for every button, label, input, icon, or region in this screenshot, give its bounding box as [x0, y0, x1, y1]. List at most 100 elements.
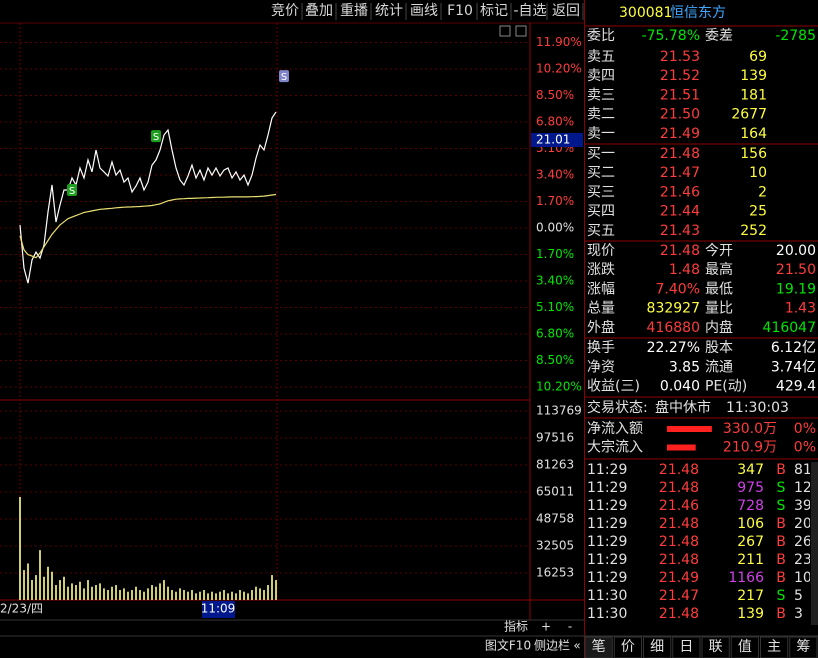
trade-side: S [777, 480, 786, 496]
chart-tool[interactable]: + [541, 620, 551, 634]
volume-bar [183, 590, 185, 600]
trade-side: B [776, 462, 786, 478]
book-label: 买五 [587, 223, 615, 239]
chart-tool[interactable]: 指标 [504, 619, 528, 634]
toolbar-button[interactable]: 标记 [480, 3, 508, 19]
icon[interactable] [515, 25, 527, 37]
row-value: -75.78% [642, 28, 700, 44]
tab[interactable] [643, 636, 672, 658]
trade-side: B [776, 606, 786, 622]
volume-bar [119, 590, 121, 600]
trade-volume: 267 [737, 534, 764, 550]
trade-marker [279, 70, 289, 83]
trade-count: 5 [794, 588, 803, 604]
stat-label: 内盘 [705, 319, 733, 336]
toolbar-button[interactable]: 叠加 [305, 3, 333, 19]
tab[interactable] [730, 636, 759, 658]
volume-tick-label: 65011 [536, 485, 574, 499]
stat-value: 7.40% [656, 281, 700, 297]
stat-label: 外盘 [587, 319, 615, 336]
tab-label[interactable]: 细 [650, 639, 664, 655]
trade-time: 11:30 [587, 606, 627, 622]
trade-volume: 211 [737, 552, 764, 568]
toolbar-button[interactable]: 返回 [552, 3, 580, 19]
trade-time: 11:29 [587, 516, 627, 532]
book-label: 买四 [587, 204, 615, 220]
trade-time: 11:30 [587, 588, 627, 604]
toolbar-button[interactable]: 画线 [410, 3, 438, 19]
tab-label[interactable]: 价 [621, 639, 635, 655]
volume-bar [255, 586, 257, 600]
volume-bar [43, 576, 45, 600]
trade-side: B [776, 516, 786, 532]
trade-count: 3 [794, 606, 803, 622]
stat-value: 429.4 [776, 379, 816, 395]
stat-label: 股本 [705, 340, 733, 356]
tab-label[interactable]: 主 [767, 639, 781, 655]
status-label: 交易状态: [587, 399, 648, 416]
tab[interactable] [613, 636, 642, 658]
bottom-button[interactable]: 图文F10 [485, 638, 531, 653]
bottom-button[interactable]: 侧边栏 [534, 638, 570, 653]
volume-bar [251, 590, 253, 600]
toolbar-button[interactable]: 重播 [340, 3, 368, 19]
cursor-time: 11:09 [201, 602, 236, 616]
volume-bar [263, 590, 265, 600]
y-tick-label: 3.40% [536, 274, 574, 288]
book-label: 卖四 [587, 68, 615, 84]
tab-label[interactable]: 日 [679, 639, 693, 655]
marker-label: S [153, 132, 159, 143]
book-price: 21.53 [660, 49, 700, 65]
icon[interactable] [499, 25, 511, 37]
stat-label: 量比 [705, 301, 733, 317]
trade-price: 21.48 [659, 462, 699, 478]
volume-bar [91, 586, 93, 600]
stat-value: 1.43 [785, 301, 816, 317]
cursor-price: 21.01 [536, 133, 570, 147]
scrollbar[interactable] [811, 462, 818, 625]
tab-label[interactable]: 值 [738, 639, 752, 655]
toolbar-button[interactable]: 竞价 [271, 2, 299, 19]
tab[interactable] [760, 636, 789, 658]
book-volume: 181 [740, 87, 767, 103]
tab[interactable] [672, 636, 701, 658]
volume-bar [267, 585, 269, 600]
volume-bar [199, 591, 201, 600]
trade-side: B [776, 534, 786, 550]
stat-value: 416880 [647, 320, 700, 336]
toolbar-button[interactable]: 统计 [375, 3, 403, 19]
trade-time: 11:29 [587, 462, 627, 478]
chart-tool[interactable]: - [568, 620, 572, 634]
tab[interactable] [701, 636, 730, 658]
volume-bar [155, 586, 157, 600]
trade-side: B [776, 552, 786, 568]
volume-bar [147, 588, 149, 600]
trade-side: B [776, 570, 786, 586]
stat-value: 832927 [647, 301, 700, 317]
row-label: 委比 [587, 28, 615, 44]
flow-pct: 0% [794, 421, 816, 437]
status-value: 盘中休市 [655, 399, 711, 416]
stat-label: 最高 [705, 261, 733, 278]
volume-bar [191, 590, 193, 600]
book-label: 卖一 [587, 126, 615, 142]
tab[interactable] [789, 636, 818, 658]
book-label: 买一 [587, 146, 615, 162]
toolbar-button[interactable]: F10 [447, 3, 473, 19]
toolbar-button[interactable]: -自选 [513, 3, 546, 19]
trade-marker [151, 130, 161, 143]
tab-label[interactable]: 筹 [796, 638, 810, 655]
bottom-button[interactable]: « [573, 639, 580, 653]
volume-bar [143, 591, 145, 600]
tab-label[interactable]: 联 [709, 639, 723, 655]
stat-value: 22.27% [647, 340, 700, 356]
tab-label[interactable]: 笔 [592, 639, 606, 655]
y-tick-label: 5.10% [536, 300, 574, 314]
trade-price: 21.48 [659, 534, 699, 550]
y-tick-label: 10.20% [536, 380, 582, 394]
tab[interactable] [584, 636, 613, 658]
volume-bar [259, 588, 261, 600]
book-label: 卖二 [587, 107, 615, 123]
